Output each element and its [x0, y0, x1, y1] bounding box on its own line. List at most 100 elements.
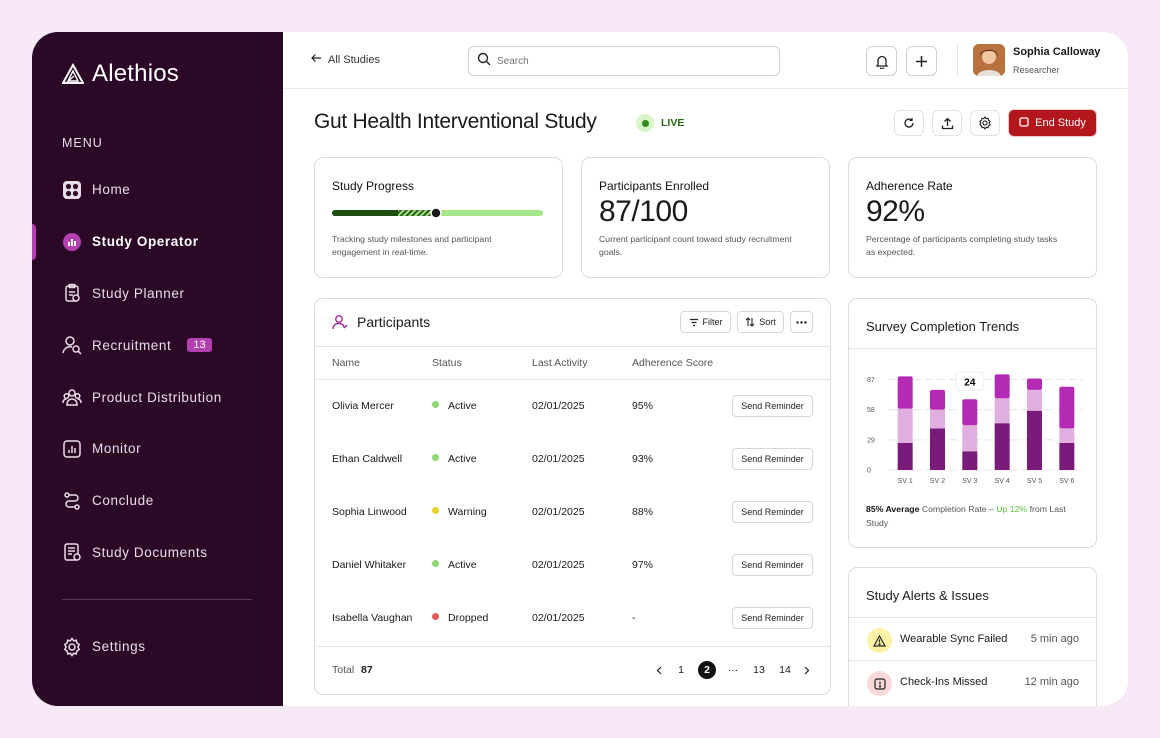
table-row[interactable]: Sophia Linwood Warning 02/01/2025 88% Send R…	[315, 486, 831, 539]
notifications-button[interactable]	[866, 46, 897, 76]
back-link[interactable]: All Studies	[311, 53, 380, 66]
progress-in-progress	[398, 210, 436, 216]
card-title: Adherence Rate	[866, 179, 953, 193]
search-icon	[477, 52, 491, 71]
progress-bar	[332, 207, 543, 219]
bar-segment[interactable]	[1027, 410, 1042, 470]
summary-text: Completion Rate –	[919, 504, 997, 514]
last-activity: 02/01/2025	[532, 400, 585, 412]
search-box[interactable]	[468, 46, 780, 76]
bar-segment[interactable]	[994, 398, 1010, 424]
bar-segment[interactable]	[897, 376, 913, 409]
send-reminder-button[interactable]: Send Reminder	[732, 607, 813, 629]
status-dot-icon	[432, 454, 439, 461]
more-icon	[796, 320, 807, 324]
progress-handle[interactable]	[430, 207, 442, 219]
bar-segment[interactable]	[994, 374, 1010, 399]
export-button[interactable]	[932, 110, 962, 136]
total-value: 87	[361, 664, 373, 676]
user-icon	[332, 314, 348, 335]
status-badge: LIVE	[636, 114, 684, 132]
avatar[interactable]	[973, 44, 1005, 76]
column-header[interactable]: Name	[332, 357, 361, 369]
next-page-button[interactable]	[798, 661, 816, 679]
chart-circle-icon	[62, 232, 82, 252]
adherence-score: -	[632, 612, 636, 624]
adherence-score: 95%	[632, 400, 654, 412]
table-row[interactable]: Ethan Caldwell Active 02/01/2025 93% Send Re…	[315, 433, 831, 486]
adherence-score: 93%	[632, 453, 654, 465]
bar-segment[interactable]	[897, 408, 913, 443]
bar-segment[interactable]	[1059, 386, 1075, 429]
status-label: LIVE	[661, 117, 685, 129]
sidebar-item-home[interactable]: Home	[32, 164, 283, 216]
column-header[interactable]: Adherence Score	[632, 357, 714, 369]
column-header[interactable]: Last Activity	[532, 357, 588, 369]
table-row[interactable]: Olivia Mercer Active 02/01/2025 95% Send Rem…	[315, 380, 831, 433]
end-study-button[interactable]: End Study	[1009, 110, 1096, 136]
sidebar-item-settings[interactable]: Settings	[32, 621, 283, 673]
bar-segment[interactable]	[930, 389, 945, 410]
send-reminder-button[interactable]: Send Reminder	[732, 395, 813, 417]
bar-segment[interactable]	[994, 423, 1010, 470]
table-row[interactable]: Daniel Whitaker Active 02/01/2025 97% Send R…	[315, 539, 831, 592]
page-button[interactable]: 13	[753, 664, 765, 676]
sidebar-item-recruitment[interactable]: Recruitment 13	[32, 319, 283, 371]
card-description: Tracking study milestones and participan…	[332, 234, 492, 258]
bar-segment[interactable]	[962, 451, 978, 470]
page-ellipsis: ···	[727, 664, 739, 676]
sidebar-item-label: Monitor	[92, 441, 142, 457]
last-activity: 02/01/2025	[532, 612, 585, 624]
prev-page-button[interactable]	[650, 661, 668, 679]
sort-icon	[745, 317, 755, 327]
page-button[interactable]: 14	[779, 664, 791, 676]
logo[interactable]: Alethios	[62, 60, 179, 88]
x-tick-label: SV 2	[930, 478, 945, 485]
filter-button[interactable]: Filter	[680, 311, 731, 333]
add-button[interactable]	[906, 46, 937, 76]
alert-row[interactable]: Wearable Sync Failed 5 min ago	[849, 617, 1097, 660]
alert-row[interactable]: Check-Ins Missed 12 min ago	[849, 660, 1097, 703]
sort-button[interactable]: Sort	[737, 311, 784, 333]
table-row[interactable]: Isabella Vaughan Dropped 02/01/2025 - Send R…	[315, 592, 831, 645]
x-tick-label: SV 1	[898, 478, 913, 485]
bar-segment[interactable]	[962, 425, 978, 452]
logo-icon	[62, 63, 84, 84]
bar-segment[interactable]	[1059, 428, 1075, 443]
page-button-current[interactable]: 2	[698, 661, 716, 679]
sidebar-item-study-planner[interactable]: Study Planner	[32, 268, 283, 320]
bar-segment[interactable]	[930, 428, 945, 470]
column-header[interactable]: Status	[432, 357, 462, 369]
end-study-label: End Study	[1035, 117, 1086, 129]
bar-segment[interactable]	[1027, 389, 1042, 411]
bar-segment[interactable]	[1059, 442, 1075, 470]
user-search-icon	[62, 335, 82, 355]
bar-segment[interactable]	[930, 409, 945, 429]
sidebar-item-study-operator[interactable]: Study Operator	[32, 216, 283, 268]
card-title: Participants Enrolled	[599, 179, 710, 193]
arrow-left-icon	[311, 53, 322, 66]
refresh-button[interactable]	[894, 110, 924, 136]
recruitment-count-badge: 13	[187, 338, 212, 353]
settings-button[interactable]	[970, 110, 1000, 136]
card-divider	[849, 348, 1097, 349]
sidebar-item-product-distribution[interactable]: Product Distribution	[32, 371, 283, 423]
send-reminder-button[interactable]: Send Reminder	[732, 501, 813, 523]
bar-segment[interactable]	[962, 399, 978, 426]
page-button[interactable]: 1	[678, 664, 684, 676]
send-reminder-button[interactable]: Send Reminder	[732, 554, 813, 576]
bar-segment[interactable]	[897, 442, 913, 470]
search-input[interactable]	[497, 55, 757, 67]
sidebar-item-study-documents[interactable]: Study Documents	[32, 527, 283, 579]
send-reminder-button[interactable]: Send Reminder	[732, 448, 813, 470]
menu-title: MENU	[62, 136, 103, 150]
more-options-button[interactable]	[790, 311, 813, 333]
sidebar-item-conclude[interactable]: Conclude	[32, 475, 283, 527]
gear-icon	[62, 637, 82, 657]
bar-segment[interactable]	[1027, 378, 1042, 390]
back-link-label: All Studies	[328, 53, 380, 66]
sidebar: Alethios MENU Home Study Operator Study	[32, 32, 283, 706]
live-dot-icon	[636, 114, 654, 132]
sidebar-item-monitor[interactable]: Monitor	[32, 423, 283, 475]
status-text: Active	[448, 559, 477, 571]
